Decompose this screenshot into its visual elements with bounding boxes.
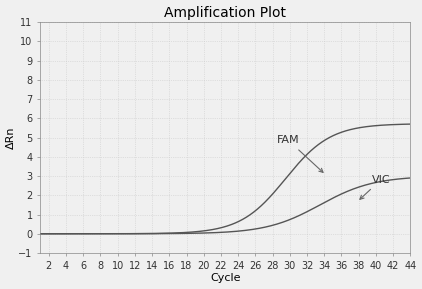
Text: FAM: FAM <box>277 135 323 172</box>
X-axis label: Cycle: Cycle <box>210 273 241 284</box>
Y-axis label: ΔRn: ΔRn <box>5 126 16 149</box>
Text: VIC: VIC <box>360 175 390 199</box>
Title: Amplification Plot: Amplification Plot <box>164 5 286 20</box>
